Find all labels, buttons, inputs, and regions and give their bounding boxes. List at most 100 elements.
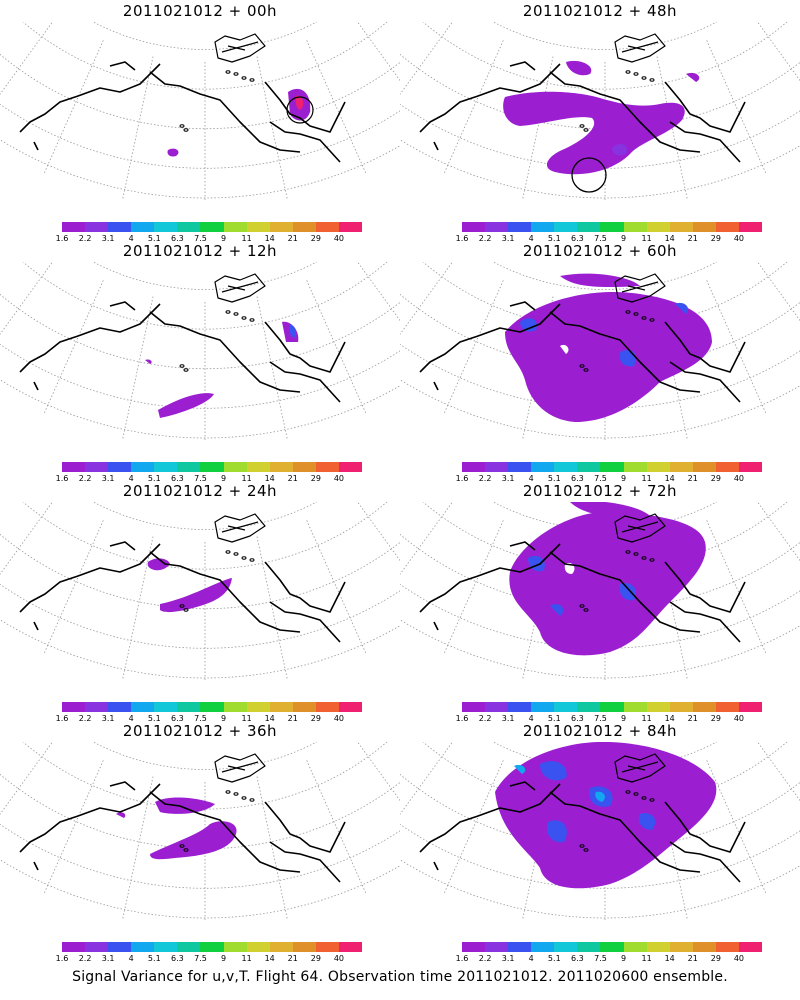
colorbar-swatch [715, 942, 739, 952]
colorbar-tick: 11 [241, 954, 252, 963]
colorbar-tick: 11 [241, 714, 252, 723]
graticule [0, 742, 400, 922]
variance-contour [514, 764, 526, 774]
colorbar-tick: 40 [733, 714, 745, 723]
colorbar-tick: 6.3 [171, 234, 184, 243]
variance-contour [566, 60, 592, 76]
colorbar-tick: 5.1 [547, 954, 561, 963]
colorbar-swatch [177, 462, 201, 472]
panel-title: 2011021012 + 12h [122, 242, 278, 260]
colorbar-swatch [623, 942, 647, 952]
observation-circle [571, 157, 607, 193]
colorbar-tick: 5.1 [147, 714, 161, 723]
colorbar-tick-labels: 1.6 2.2 3.1 4 5.1 6.3 7.5 9 11 14 21 29 40 [454, 234, 770, 244]
variance-contour [150, 821, 237, 860]
colorbar-swatch [554, 462, 578, 472]
colorbar-swatch [600, 462, 624, 472]
colorbar-tick: 9 [220, 474, 227, 483]
colorbar-swatch [462, 702, 486, 712]
colorbar-swatch [292, 222, 316, 232]
graticule [400, 262, 800, 442]
colorbar-tick: 14 [264, 954, 275, 963]
variance-field [148, 558, 232, 613]
colorbar-tick: 4 [528, 234, 534, 243]
map-panel-24h: 2011021012 + 24h 1.6 2.2 3.1 4 5.1 6.3 7.5 9 11 14… [0, 480, 400, 723]
colorbar-tick-labels: 1.6 2.2 3.1 4 5.1 6.3 7.5 9 11 14 21 29 40 [454, 714, 770, 724]
colorbar-tick: 7.5 [194, 474, 207, 483]
variance-contour [505, 291, 712, 422]
colorbar-swatch [108, 702, 132, 712]
colorbar-tick: 1.6 [55, 954, 69, 963]
colorbar-tick: 5.1 [147, 474, 161, 483]
colorbar-tick: 6.3 [571, 714, 584, 723]
colorbar-swatch [246, 942, 270, 952]
polar-map [0, 502, 400, 682]
colorbar-swatch [338, 702, 363, 712]
graticule [0, 262, 400, 442]
colorbar-swatch [738, 222, 763, 232]
colorbar-tick: 9 [220, 234, 227, 243]
colorbar-tick: 11 [641, 474, 652, 483]
variance-contour [167, 148, 179, 157]
map-panel-60h: 2011021012 + 60h 1.6 2.2 3.1 4 5.1 6.3 7.5 9 11 14… [400, 240, 800, 483]
colorbar-tick: 21 [687, 954, 698, 963]
colorbar-tick-labels: 1.6 2.2 3.1 4 5.1 6.3 7.5 9 11 14 21 29 40 [54, 234, 370, 244]
colorbar-swatch [154, 462, 178, 472]
colorbar-tick: 40 [733, 954, 745, 963]
colorbar-swatch [715, 702, 739, 712]
graticule [400, 502, 800, 682]
colorbar-tick-labels: 1.6 2.2 3.1 4 5.1 6.3 7.5 9 11 14 21 29 40 [54, 954, 370, 964]
colorbar-swatch [669, 462, 693, 472]
variance-contour [295, 95, 304, 110]
colorbar-swatch [223, 462, 247, 472]
observation-circle [286, 96, 314, 124]
colorbar-tick: 40 [333, 234, 345, 243]
variance-contour [570, 502, 650, 517]
colorbar-tick: 40 [333, 714, 345, 723]
colorbar-tick: 6.3 [571, 474, 584, 483]
colorbar-tick: 29 [710, 954, 721, 963]
colorbar-swatch [485, 942, 509, 952]
coastline [419, 33, 746, 163]
colorbar-swatch [85, 462, 109, 472]
colorbar-tick: 29 [310, 954, 321, 963]
colorbar-swatch [554, 702, 578, 712]
colorbar-tick: 1.6 [55, 474, 69, 483]
coastline [19, 753, 346, 883]
colorbar [462, 702, 763, 712]
colorbar-swatch [669, 942, 693, 952]
colorbar-tick: 5.1 [147, 954, 161, 963]
variance-contour [546, 820, 567, 843]
colorbar-tick-labels: 1.6 2.2 3.1 4 5.1 6.3 7.5 9 11 14 21 29 40 [454, 954, 770, 964]
colorbar-swatch [508, 462, 532, 472]
colorbar-tick: 40 [333, 954, 345, 963]
colorbar-tick: 1.6 [55, 714, 69, 723]
colorbar-swatch [269, 942, 293, 952]
colorbar-tick: 3.1 [501, 954, 515, 963]
colorbar-swatch [577, 222, 601, 232]
variance-field [503, 60, 700, 175]
polar-map [400, 22, 800, 202]
colorbar-tick: 2.2 [478, 474, 492, 483]
colorbar-swatch [646, 942, 670, 952]
colorbar-swatch [85, 942, 109, 952]
colorbar-tick: 29 [710, 234, 721, 243]
colorbar-tick: 4 [128, 954, 134, 963]
colorbar-tick: 7.5 [194, 234, 207, 243]
colorbar-swatch [692, 942, 716, 952]
colorbar-tick-labels: 1.6 2.2 3.1 4 5.1 6.3 7.5 9 11 14 21 29 40 [454, 474, 770, 484]
colorbar-swatch [85, 702, 109, 712]
colorbar-tick: 2.2 [478, 954, 492, 963]
colorbar-tick: 3.1 [101, 474, 115, 483]
colorbar-swatch [692, 702, 716, 712]
colorbar-tick-labels: 1.6 2.2 3.1 4 5.1 6.3 7.5 9 11 14 21 29 40 [54, 714, 370, 724]
colorbar-tick: 6.3 [571, 234, 584, 243]
colorbar-swatch [62, 462, 86, 472]
colorbar-tick: 40 [733, 234, 745, 243]
colorbar-swatch [223, 942, 247, 952]
coastline [19, 33, 346, 163]
colorbar-swatch [508, 942, 532, 952]
colorbar-swatch [646, 702, 670, 712]
colorbar-swatch [738, 462, 763, 472]
colorbar-tick: 6.3 [171, 474, 184, 483]
